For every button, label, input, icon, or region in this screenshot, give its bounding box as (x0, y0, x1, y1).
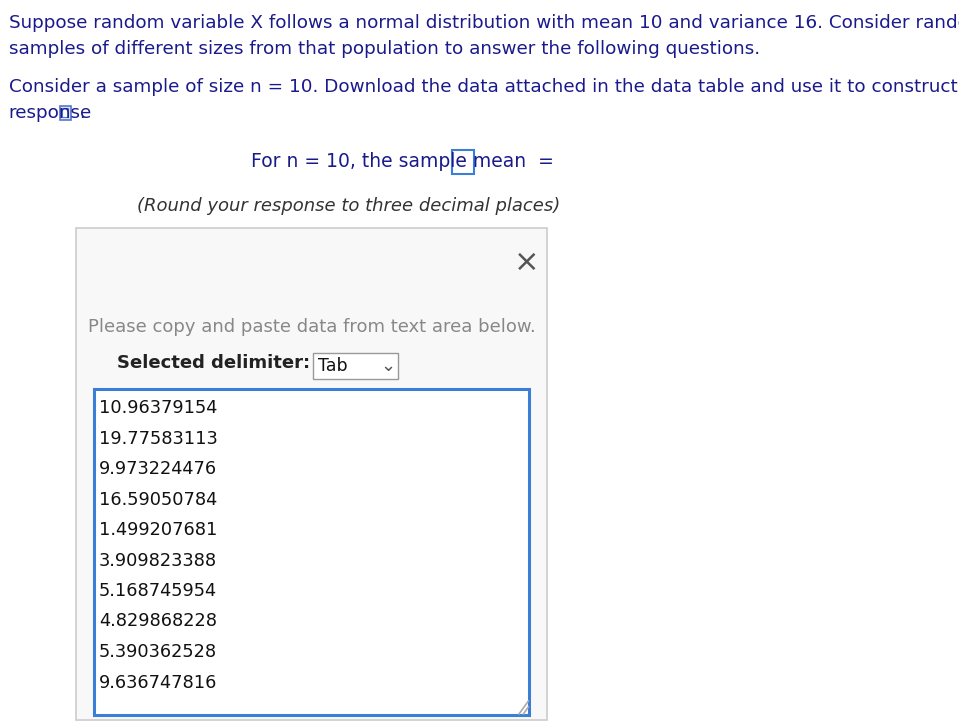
Text: 4.829868228: 4.829868228 (99, 613, 217, 631)
Text: 10.96379154: 10.96379154 (99, 399, 218, 417)
Text: 19.77583113: 19.77583113 (99, 429, 218, 447)
Text: Selected delimiter:: Selected delimiter: (117, 354, 311, 372)
Text: ⌄: ⌄ (381, 357, 396, 375)
Bar (60, 106, 71, 120)
Text: Suppose random variable X follows a normal distribution with mean 10 and varianc: Suppose random variable X follows a norm… (9, 14, 959, 32)
Bar (77, 228, 548, 720)
Bar (61, 108, 67, 117)
Text: Consider a sample of size n = 10. Download the data attached in the data table a: Consider a sample of size n = 10. Downlo… (9, 78, 959, 96)
Bar (313, 353, 398, 379)
Bar (452, 150, 474, 174)
Text: 16.59050784: 16.59050784 (99, 491, 217, 508)
Text: 9.973224476: 9.973224476 (99, 460, 217, 478)
Text: .: . (74, 104, 86, 122)
Text: (Round your response to three decimal places): (Round your response to three decimal pl… (136, 197, 560, 215)
Text: Tab: Tab (317, 357, 347, 375)
Text: 1.499207681: 1.499207681 (99, 521, 218, 539)
Bar (95, 389, 529, 715)
Text: Please copy and paste data from text area below.: Please copy and paste data from text are… (88, 318, 536, 336)
Text: response: response (9, 104, 92, 122)
Text: 9.636747816: 9.636747816 (99, 674, 218, 692)
Text: ×: × (514, 247, 540, 276)
Text: For n = 10, the sample mean  =: For n = 10, the sample mean = (250, 152, 553, 171)
Text: samples of different sizes from that population to answer the following question: samples of different sizes from that pop… (9, 40, 760, 58)
Text: 5.168745954: 5.168745954 (99, 582, 217, 600)
Text: 5.390362528: 5.390362528 (99, 643, 217, 661)
Text: 3.909823388: 3.909823388 (99, 552, 217, 570)
